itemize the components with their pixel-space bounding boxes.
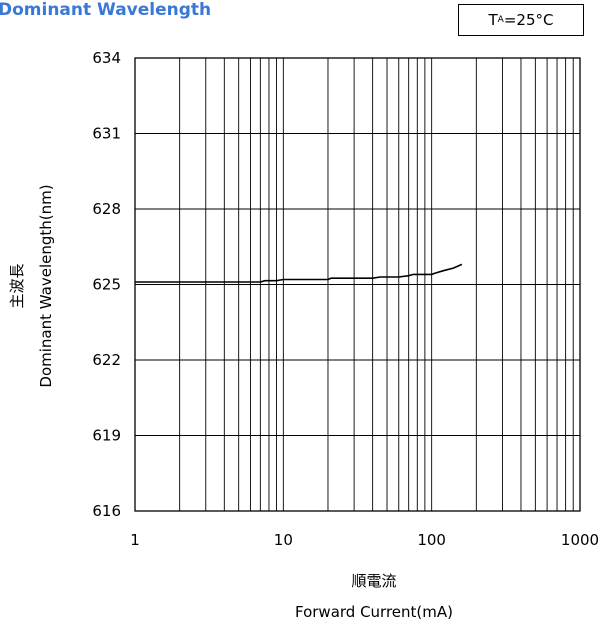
condition-subscript: A [497,15,504,25]
x-axis-label: Forward Current(mA) [295,603,453,621]
x-tick-label: 1 [130,531,140,549]
x-tick-label: 10 [274,531,293,549]
chart-title: Dominant Wavelength [0,0,212,20]
y-tick-label: 619 [92,427,121,445]
x-tick-label: 1000 [561,531,599,549]
tick-labels: 616 619 622 625 628 631 634 1 10 100 1000 [92,49,599,549]
x-tick-label: 100 [417,531,446,549]
y-tick-label: 625 [92,276,121,294]
y-tick-label: 622 [92,351,121,369]
series-line [135,263,463,283]
grid-lines [135,58,580,511]
y-axis-label: Dominant Wavelength(nm) [37,184,55,387]
temperature-condition: T A =25°C [458,4,584,36]
plot-frame [134,57,581,512]
condition-value: =25°C [503,11,554,29]
x-axis-label-jp: 順電流 [351,572,396,590]
y-tick-label: 634 [92,49,121,67]
condition-symbol: T [488,11,498,29]
y-tick-label: 628 [92,200,121,218]
y-axis-label-jp: 主波長 [8,263,26,308]
y-tick-label: 616 [92,502,121,520]
y-tick-label: 631 [92,125,121,143]
